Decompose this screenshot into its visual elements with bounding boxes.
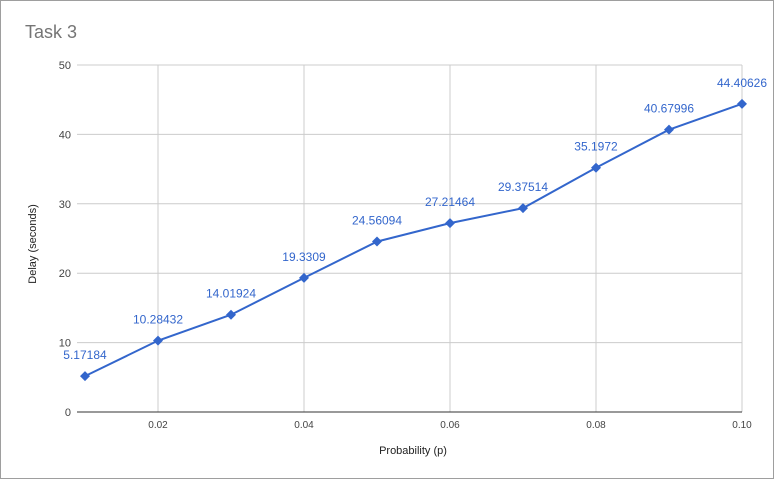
data-point-marker — [226, 309, 236, 320]
data-label: 10.28432 — [133, 313, 183, 327]
data-label: 44.40626 — [717, 76, 767, 90]
x-tick-label: 0.02 — [148, 420, 168, 431]
data-point-marker — [664, 124, 674, 135]
y-tick-label: 30 — [59, 199, 71, 211]
data-point-marker — [445, 218, 455, 229]
data-point-marker — [737, 98, 747, 109]
y-axis-label: Delay (seconds) — [27, 204, 39, 283]
data-label: 5.17184 — [63, 348, 107, 362]
x-tick-label: 0.08 — [586, 420, 606, 431]
chart-title: Task 3 — [25, 22, 78, 42]
y-tick-label: 0 — [65, 407, 71, 419]
data-point-marker — [153, 335, 163, 346]
y-gridlines — [77, 64, 742, 344]
x-tick-label: 0.10 — [732, 420, 752, 431]
x-tick-labels: 0.02 0.04 0.06 0.08 0.10 — [148, 420, 752, 431]
y-tick-label: 40 — [59, 129, 71, 141]
x-axis-label: Probability (p) — [379, 445, 447, 457]
data-label: 27.21464 — [425, 195, 475, 209]
data-label: 35.1972 — [574, 140, 618, 154]
data-point-marker — [80, 371, 90, 382]
data-labels: 5.17184 10.28432 14.01924 19.3309 24.56094 27… — [63, 76, 767, 362]
series-line — [84, 102, 743, 378]
data-point-marker — [591, 162, 601, 173]
x-tick-label: 0.06 — [440, 420, 460, 431]
data-point-marker — [372, 236, 382, 247]
data-label: 40.67996 — [644, 102, 694, 116]
y-tick-label: 20 — [59, 268, 71, 280]
y-tick-label: 50 — [59, 60, 71, 72]
y-tick-labels: 0 10 20 30 40 50 — [59, 60, 71, 419]
data-label: 14.01924 — [206, 287, 256, 301]
data-point-marker — [518, 203, 528, 214]
data-label: 19.3309 — [282, 250, 326, 264]
x-tick-label: 0.04 — [294, 420, 314, 431]
data-label: 24.56094 — [352, 214, 402, 228]
data-point-marker — [299, 272, 309, 283]
y-tick-label: 10 — [59, 338, 71, 350]
data-label: 29.37514 — [498, 180, 548, 194]
data-markers — [80, 98, 747, 382]
x-gridlines — [157, 65, 743, 412]
